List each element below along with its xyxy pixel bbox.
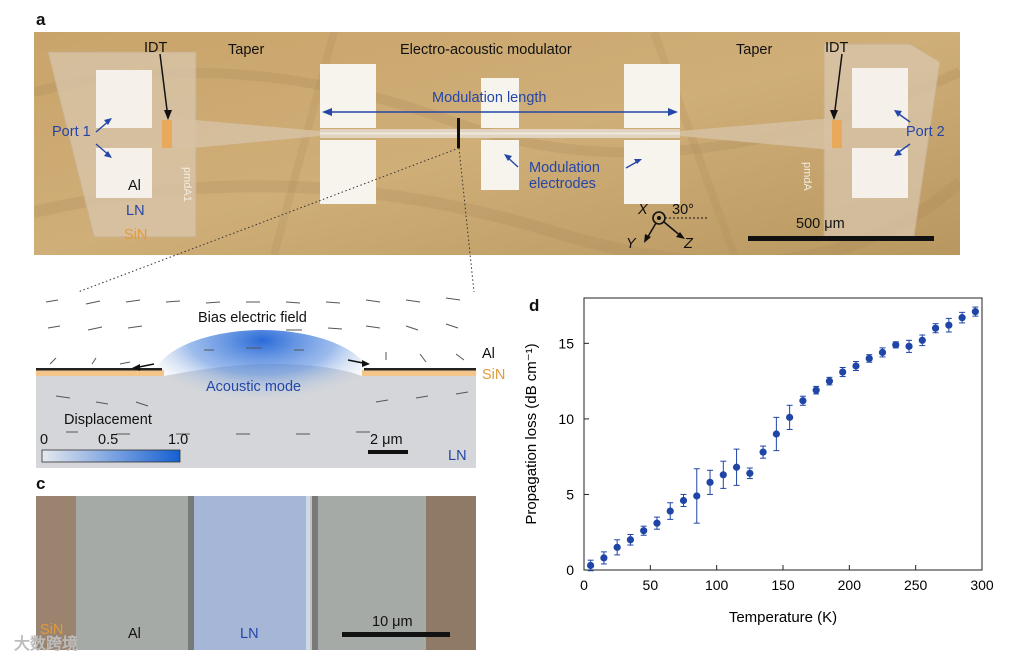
axis-z-label: Z bbox=[684, 236, 693, 252]
idt-left-label: IDT bbox=[144, 40, 168, 56]
panel-label-d: d bbox=[529, 296, 540, 315]
loss-vs-temperature-chart: 0 50 100 150 200 250 300 0 5 10 15 Temperature (K)… bbox=[523, 297, 994, 626]
idt-right-label: IDT bbox=[825, 40, 849, 56]
panel-c-sem bbox=[36, 496, 476, 650]
data-point bbox=[719, 471, 727, 479]
scalebar-a-label: 500 μm bbox=[796, 216, 845, 232]
panel-b-simulation bbox=[36, 292, 489, 468]
al-label-b: Al bbox=[482, 346, 495, 362]
data-point bbox=[666, 507, 674, 515]
y-tick-label: 15 bbox=[558, 335, 574, 351]
data-point bbox=[905, 342, 913, 350]
sin-label-b: SiN bbox=[482, 367, 506, 383]
panel-a-micrograph: pmdA1 pmdA bbox=[32, 30, 964, 269]
data-point bbox=[626, 536, 635, 544]
data-point bbox=[613, 543, 621, 551]
cbar-tick-2: 1.0 bbox=[168, 432, 189, 448]
cbar-tick-1: 0.5 bbox=[98, 432, 119, 448]
port1-label: Port 1 bbox=[52, 124, 91, 140]
x-tick-label: 50 bbox=[643, 577, 659, 593]
data-point bbox=[812, 386, 820, 394]
chip-mark-left: pmdA1 bbox=[181, 167, 193, 202]
data-point bbox=[640, 527, 648, 535]
data-point bbox=[746, 469, 754, 477]
sin-label-a: SiN bbox=[124, 227, 148, 243]
data-point bbox=[693, 492, 701, 500]
taper-right-label: Taper bbox=[736, 42, 773, 58]
angle-label: 30° bbox=[672, 202, 694, 218]
scalebar-b-label: 2 μm bbox=[370, 432, 403, 448]
ln-label-a: LN bbox=[126, 203, 145, 219]
sem-image bbox=[36, 496, 476, 650]
axis-x-label: X bbox=[638, 202, 648, 218]
data-point bbox=[825, 377, 834, 385]
displacement-label: Displacement bbox=[64, 412, 152, 428]
scalebar-c-label: 10 μm bbox=[372, 614, 413, 630]
data-point bbox=[587, 561, 595, 570]
data-point bbox=[600, 554, 608, 562]
bias-field-label: Bias electric field bbox=[198, 310, 307, 326]
ln-label-c: LN bbox=[240, 626, 259, 642]
data-point bbox=[852, 362, 860, 370]
x-tick-label: 150 bbox=[771, 577, 795, 593]
data-point bbox=[971, 308, 979, 316]
data-point bbox=[799, 397, 807, 405]
x-axis-label: Temperature (K) bbox=[729, 609, 837, 626]
modulator-label: Electro-acoustic modulator bbox=[400, 42, 572, 58]
field-arrows bbox=[45, 297, 469, 435]
data-point bbox=[918, 336, 926, 344]
x-tick-label: 200 bbox=[838, 577, 862, 593]
taper-left-label: Taper bbox=[228, 42, 265, 58]
panel-label-c: c bbox=[36, 474, 46, 493]
data-point bbox=[786, 413, 794, 421]
al-label-c: Al bbox=[128, 626, 141, 642]
data-point bbox=[839, 368, 847, 376]
data-point bbox=[958, 314, 966, 322]
acoustic-mode-label: Acoustic mode bbox=[206, 379, 302, 395]
panel-label-a: a bbox=[36, 10, 46, 29]
cbar-tick-0: 0 bbox=[40, 432, 49, 448]
chip-mark-right: pmdA bbox=[801, 162, 813, 191]
cross-section bbox=[36, 292, 489, 468]
x-tick-label: 0 bbox=[580, 577, 588, 593]
data-point bbox=[759, 448, 767, 456]
modulation-length-label: Modulation length bbox=[432, 90, 547, 106]
data-point bbox=[892, 341, 900, 349]
y-tick-label: 5 bbox=[566, 486, 574, 502]
watermark: 大数跨境 bbox=[14, 636, 79, 653]
x-tick-label: 250 bbox=[904, 577, 928, 593]
axis-y-label: Y bbox=[626, 236, 636, 252]
electrodes-label-2: electrodes bbox=[529, 176, 596, 192]
data-point bbox=[653, 519, 661, 527]
y-tick-label: 10 bbox=[558, 411, 574, 427]
data-point bbox=[706, 478, 714, 486]
x-tick-label: 100 bbox=[705, 577, 729, 593]
port2-label: Port 2 bbox=[906, 124, 945, 140]
data-point bbox=[878, 348, 887, 356]
y-axis-label: Propagation loss (dB cm⁻¹) bbox=[523, 343, 540, 524]
electrodes-label-1: Modulation bbox=[529, 160, 600, 176]
data-point bbox=[865, 354, 873, 363]
data-point bbox=[945, 321, 953, 329]
data-point bbox=[772, 430, 780, 438]
ln-label-b: LN bbox=[448, 448, 467, 464]
device-image: pmdA1 pmdA bbox=[32, 30, 964, 269]
data-point bbox=[931, 324, 940, 332]
y-tick-label: 0 bbox=[566, 562, 574, 578]
data-point bbox=[679, 496, 688, 505]
sin-label-c: SiN bbox=[40, 622, 64, 638]
data-point bbox=[732, 463, 741, 471]
x-tick-label: 300 bbox=[970, 577, 994, 593]
al-label-a: Al bbox=[128, 178, 141, 194]
